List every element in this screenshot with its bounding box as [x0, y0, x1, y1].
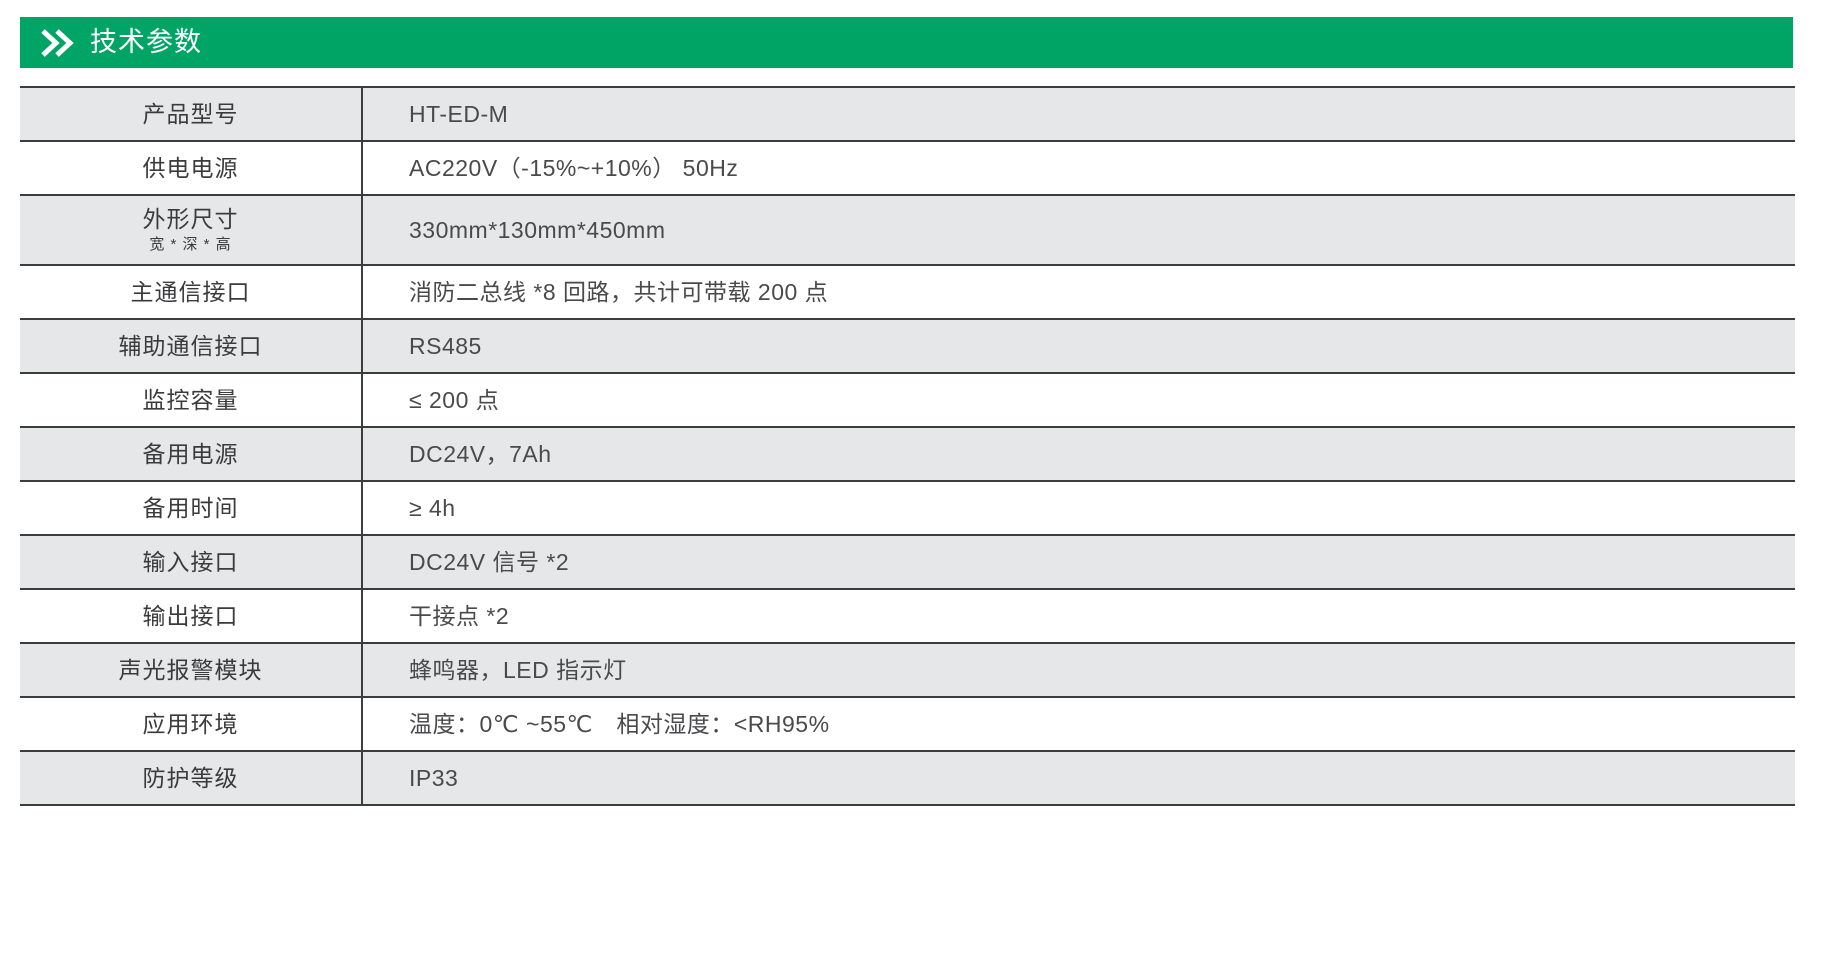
spec-value-cell: IP33: [362, 751, 1795, 805]
table-row: 辅助通信接口 RS485: [20, 319, 1795, 373]
spec-label: 防护等级: [142, 764, 239, 791]
table-row: 声光报警模块 蜂鸣器，LED 指示灯: [20, 643, 1795, 697]
spec-label-cell: 防护等级: [20, 751, 363, 805]
table-row: 防护等级 IP33: [20, 751, 1795, 805]
page-title: 技术参数: [90, 27, 202, 57]
spec-value-cell: ≤ 200 点: [362, 373, 1795, 427]
table-row: 供电电源 AC220V（-15%~+10%） 50Hz: [20, 141, 1795, 195]
spec-label: 输入接口: [142, 548, 239, 575]
spec-label: 外形尺寸: [142, 206, 239, 233]
spec-label-cell: 备用电源: [20, 427, 363, 481]
spec-label-cell: 输入接口: [20, 535, 363, 589]
spec-value-cell: AC220V（-15%~+10%） 50Hz: [362, 141, 1795, 195]
table-row: 外形尺寸 宽 * 深 * 高 330mm*130mm*450mm: [20, 195, 1795, 265]
spec-label-cell: 产品型号: [20, 87, 363, 141]
spec-value: 330mm*130mm*450mm: [409, 216, 666, 243]
spec-value-cell: DC24V 信号 *2: [362, 535, 1795, 589]
tech-spec-table: 产品型号 HT-ED-M 供电电源 AC220V（-15%~+10%） 50Hz: [20, 86, 1795, 806]
spec-value: 温度：0℃ ~55℃ 相对湿度：<RH95%: [409, 710, 830, 737]
spec-value-cell: 干接点 *2: [362, 589, 1795, 643]
table-row: 监控容量 ≤ 200 点: [20, 373, 1795, 427]
spec-value: HT-ED-M: [409, 100, 509, 127]
spec-label: 供电电源: [142, 154, 239, 181]
table-row: 备用电源 DC24V，7Ah: [20, 427, 1795, 481]
spec-value-cell: RS485: [362, 319, 1795, 373]
spec-label-cell: 输出接口: [20, 589, 363, 643]
spec-label: 输出接口: [142, 602, 239, 629]
spec-value-cell: 温度：0℃ ~55℃ 相对湿度：<RH95%: [362, 697, 1795, 751]
table-row: 输出接口 干接点 *2: [20, 589, 1795, 643]
spec-label: 产品型号: [142, 100, 239, 127]
spec-label: 监控容量: [142, 386, 239, 413]
spec-value-cell: DC24V，7Ah: [362, 427, 1795, 481]
spec-label: 备用电源: [142, 440, 239, 467]
spec-label-cell: 备用时间: [20, 481, 363, 535]
spec-value: RS485: [409, 332, 482, 359]
spec-value: 消防二总线 *8 回路，共计可带载 200 点: [409, 278, 829, 305]
spec-label-cell: 主通信接口: [20, 265, 363, 319]
spec-label: 声光报警模块: [118, 656, 263, 683]
spec-value: IP33: [409, 764, 459, 791]
spec-value-cell: 消防二总线 *8 回路，共计可带载 200 点: [362, 265, 1795, 319]
spec-value-cell: 蜂鸣器，LED 指示灯: [362, 643, 1795, 697]
table-row: 应用环境 温度：0℃ ~55℃ 相对湿度：<RH95%: [20, 697, 1795, 751]
spec-value-cell: HT-ED-M: [362, 87, 1795, 141]
spec-value: 干接点 *2: [409, 602, 510, 629]
spec-value-cell: ≥ 4h: [362, 481, 1795, 535]
spec-value-cell: 330mm*130mm*450mm: [362, 195, 1795, 265]
double-chevron-right-icon: [38, 23, 78, 63]
spec-sublabel: 宽 * 深 * 高: [149, 236, 232, 254]
spec-label: 备用时间: [142, 494, 239, 521]
spec-label: 辅助通信接口: [118, 332, 263, 359]
table-row: 主通信接口 消防二总线 *8 回路，共计可带载 200 点: [20, 265, 1795, 319]
spec-label-cell: 监控容量: [20, 373, 363, 427]
table-row: 备用时间 ≥ 4h: [20, 481, 1795, 535]
spec-label-cell: 外形尺寸 宽 * 深 * 高: [20, 195, 363, 265]
section-header: 技术参数: [20, 17, 1793, 68]
spec-label-cell: 应用环境: [20, 697, 363, 751]
spec-value: 蜂鸣器，LED 指示灯: [409, 656, 627, 683]
spec-value: ≥ 4h: [409, 494, 456, 521]
spec-value: ≤ 200 点: [409, 386, 500, 413]
spec-value: DC24V，7Ah: [409, 440, 552, 467]
spec-label-cell: 供电电源: [20, 141, 363, 195]
table-row: 输入接口 DC24V 信号 *2: [20, 535, 1795, 589]
table-row: 产品型号 HT-ED-M: [20, 87, 1795, 141]
spec-value: AC220V（-15%~+10%） 50Hz: [409, 154, 739, 181]
spec-value: DC24V 信号 *2: [409, 548, 570, 575]
spec-label-cell: 声光报警模块: [20, 643, 363, 697]
spec-label: 应用环境: [142, 710, 239, 737]
spec-label: 主通信接口: [130, 278, 251, 305]
spec-label-cell: 辅助通信接口: [20, 319, 363, 373]
